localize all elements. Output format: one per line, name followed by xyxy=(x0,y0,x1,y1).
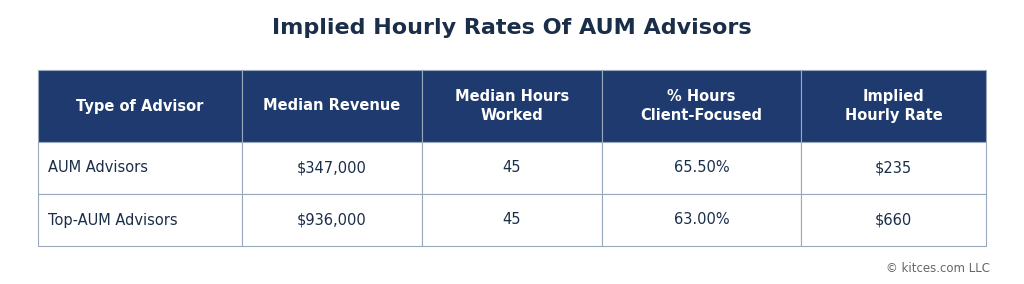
Bar xyxy=(602,70,801,142)
Bar xyxy=(38,142,242,194)
Bar xyxy=(422,70,602,142)
Text: Implied
Hourly Rate: Implied Hourly Rate xyxy=(845,89,942,124)
Bar xyxy=(38,194,242,246)
Bar xyxy=(38,70,242,142)
Bar xyxy=(422,194,602,246)
Text: 63.00%: 63.00% xyxy=(674,212,729,227)
Bar xyxy=(242,142,422,194)
Text: Implied Hourly Rates Of AUM Advisors: Implied Hourly Rates Of AUM Advisors xyxy=(272,18,752,38)
Bar xyxy=(801,142,986,194)
Text: 65.50%: 65.50% xyxy=(674,160,729,176)
Text: Type of Advisor: Type of Advisor xyxy=(76,99,204,114)
Text: © kitces.com LLC: © kitces.com LLC xyxy=(886,262,990,275)
Text: Top-AUM Advisors: Top-AUM Advisors xyxy=(48,212,177,227)
Text: $235: $235 xyxy=(874,160,912,176)
Text: % Hours
Client-Focused: % Hours Client-Focused xyxy=(641,89,763,124)
Text: $347,000: $347,000 xyxy=(297,160,367,176)
Text: $660: $660 xyxy=(874,212,912,227)
Bar xyxy=(242,70,422,142)
Text: AUM Advisors: AUM Advisors xyxy=(48,160,148,176)
Bar xyxy=(602,194,801,246)
Text: Median Hours
Worked: Median Hours Worked xyxy=(455,89,569,124)
Text: Median Revenue: Median Revenue xyxy=(263,99,400,114)
Bar xyxy=(602,142,801,194)
Text: 45: 45 xyxy=(503,160,521,176)
Bar xyxy=(801,194,986,246)
Bar xyxy=(801,70,986,142)
Bar xyxy=(422,142,602,194)
Text: $936,000: $936,000 xyxy=(297,212,367,227)
Bar xyxy=(242,194,422,246)
Text: 45: 45 xyxy=(503,212,521,227)
